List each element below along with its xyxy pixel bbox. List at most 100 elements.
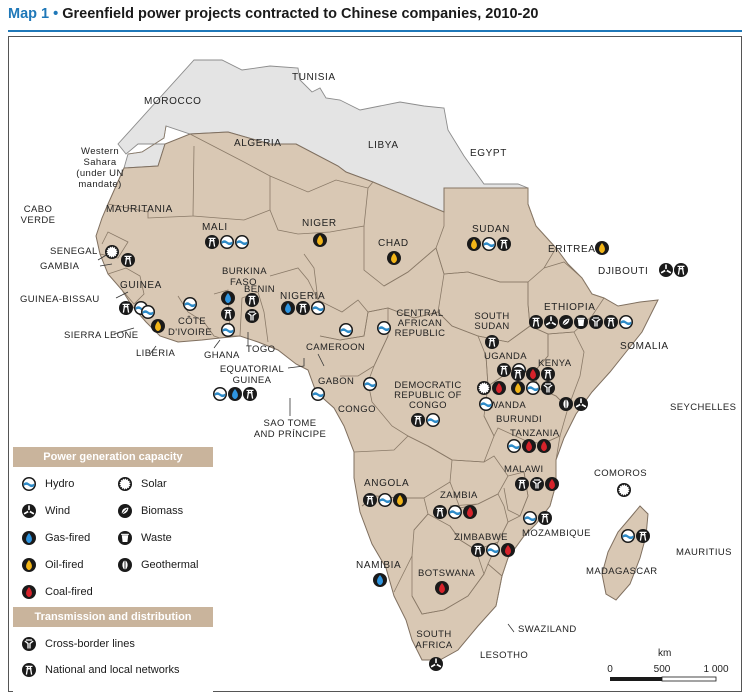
label-algeria: ALGERIA [234,138,282,149]
wind-icon [658,262,674,278]
label-south-africa-2: AFRICA [415,640,452,651]
geothermal-icon [117,557,133,573]
solar-icon [104,244,120,260]
scale-segment-dark [610,677,662,681]
coal-fired-icon [22,585,36,599]
cross-border-lines-icon [588,314,604,330]
coal-fired-icon [463,505,477,519]
national-local-networks-icon [673,262,689,278]
coal-fired-icon [501,543,515,557]
hydro-icon [221,323,235,337]
oil-fired-icon [151,319,165,333]
hydro-icon [426,413,440,427]
label-cabo-verde-1: CABO [24,204,53,215]
scale-tick-0: 0 [607,664,613,675]
hydro-icon [363,377,377,391]
scale-tick-1000: 1 000 [703,664,728,675]
project-cluster [120,252,136,268]
legend-item-national-networks: National and local networks [21,661,207,679]
label-guinea: GUINEA [120,280,162,291]
national-local-networks-icon [635,528,651,544]
hydro-icon [486,543,500,557]
hydro-icon [183,297,197,311]
label-guinea-bissau: GUINEA-BISSAU [20,294,100,305]
hydro-icon [479,397,493,411]
legend-label: Wind [45,505,71,517]
solar-icon [117,476,133,492]
label-equatorial-guinea-1: EQUATORIAL [220,364,284,375]
national-local-networks-icon [120,252,136,268]
legend-item-waste: Waste [117,529,213,547]
hydro-icon [482,237,496,251]
oil-fired-icon [313,233,327,247]
label-mozambique: MOZAMBIQUE [522,528,591,539]
label-western-sahara-4: mandate) [78,179,121,190]
project-cluster [387,251,401,265]
biomass-icon [558,314,574,330]
gas-fired-icon [221,291,235,305]
national-local-networks-icon [242,386,258,402]
legend-item-gas-fired: Gas-fired [21,529,117,547]
country-labels: TUNISIA MOROCCO ALGERIA LIBYA EGYPT West… [20,72,736,661]
biomass-icon [117,503,133,519]
national-local-networks-icon [537,510,553,526]
gas-fired-icon [22,531,36,545]
solar-icon [476,380,492,396]
label-sao-tome-2: AND PRÍNCIPE [254,429,326,440]
label-comoros: COMOROS [594,468,647,479]
title-bullet: • [53,6,59,22]
legend-item-wind: Wind [21,502,117,520]
project-cluster [104,244,120,260]
project-cluster [514,476,559,492]
project-cluster [311,387,325,401]
label-swaziland: SWAZILAND [518,624,577,635]
national-local-networks-icon [540,366,556,382]
legend-label: Solar [141,478,167,490]
gas-fired-icon [373,573,387,587]
legend-label: Geothermal [141,559,199,571]
label-gabon: GABON [318,376,354,387]
label-egypt: EGYPT [470,148,507,159]
map-number: Map 1 [8,6,50,22]
legend-label: Coal-fired [45,586,93,598]
label-rwanda: RWANDA [482,400,526,411]
label-equatorial-guinea-2: GUINEA [233,375,272,386]
national-local-networks-icon [528,314,544,330]
title-rule [8,30,742,32]
project-cluster [470,542,515,558]
cross-border-lines-icon [21,636,37,652]
project-cluster [432,504,477,520]
label-senegal: SENEGAL [50,246,98,257]
scale-segment-light [661,676,717,682]
label-ethiopia: ETHIOPIA [544,302,595,313]
label-burkina-faso-1: BURKINA [222,266,267,277]
legend-label: Hydro [45,478,75,490]
wind-icon [428,656,444,672]
national-local-networks-icon [484,334,500,350]
label-zambia: ZAMBIA [440,490,478,501]
label-congo: CONGO [338,404,376,415]
hydro-icon [377,321,391,335]
label-gambia: GAMBIA [40,261,80,272]
coal-fired-icon [522,439,536,453]
legend-item-cross-border: Cross-border lines [21,635,207,653]
label-somalia: SOMALIA [620,341,669,352]
scale-tick-500: 500 [654,664,671,675]
label-south-sudan-2: SUDAN [474,321,509,332]
label-western-sahara-1: Western [81,146,119,157]
gas-fired-icon [228,387,242,401]
label-sao-tome-1: SAO TOME [263,418,316,429]
label-cabo-verde-2: VERDE [21,215,56,226]
project-cluster [220,291,236,337]
label-kenya: KENYA [538,358,572,369]
label-botswana: BOTSWANA [418,568,475,579]
label-lesotho: LESOTHO [480,650,528,661]
legend-label: Gas-fired [45,532,91,544]
africa-map: TUNISIA MOROCCO ALGERIA LIBYA EGYPT West… [20,59,736,672]
coal-fired-icon [435,581,449,595]
legend-item-hydro: Hydro [21,475,117,493]
project-cluster [204,234,249,250]
coal-fired-icon [545,477,559,491]
label-mauritania: MAURITANIA [106,204,173,215]
legend-item-solar: Solar [117,475,213,493]
